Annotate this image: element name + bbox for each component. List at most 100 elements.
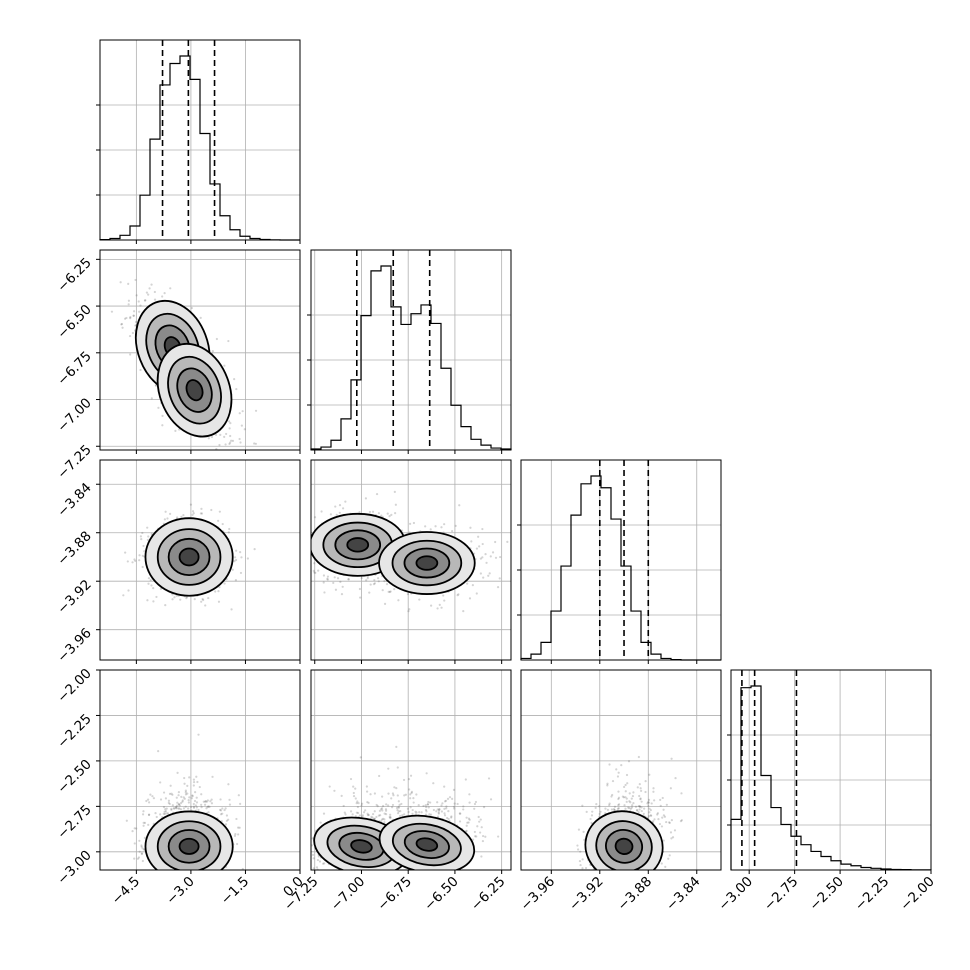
sample-point [198, 785, 201, 789]
sample-point [453, 802, 456, 805]
sample-point [387, 590, 390, 593]
sample-point [190, 805, 193, 809]
sample-point [364, 809, 367, 812]
sample-point [366, 577, 369, 580]
sample-point [425, 806, 428, 809]
sample-point [221, 807, 224, 810]
sample-point [425, 772, 428, 775]
sample-point [200, 806, 203, 809]
contour-line [176, 367, 213, 413]
sample-point [315, 866, 319, 869]
sample-point [155, 815, 158, 819]
sample-point [479, 831, 482, 834]
sample-point [124, 551, 127, 554]
sample-point [378, 774, 381, 778]
sample-point [615, 768, 618, 771]
sample-point [410, 790, 414, 793]
sample-point [440, 606, 443, 609]
sample-point [188, 796, 191, 799]
sample-point [478, 820, 481, 823]
sample-point [164, 604, 167, 607]
sample-point [233, 560, 236, 563]
sample-point [383, 821, 386, 824]
sample-point [489, 555, 492, 558]
panel-frame [99, 459, 301, 661]
sample-point [227, 783, 230, 786]
sample-point [199, 512, 202, 515]
sample-point [246, 557, 249, 560]
sample-point [195, 801, 199, 804]
pair-panel-content [122, 503, 256, 611]
sample-point [223, 364, 226, 367]
density-fill [179, 548, 199, 566]
sample-point [395, 806, 399, 810]
sample-point [150, 532, 153, 535]
sample-point [202, 800, 205, 803]
sample-point [487, 777, 491, 780]
sample-point [197, 808, 200, 812]
sample-point [208, 805, 211, 808]
contour-line [346, 537, 370, 553]
sample-point [414, 810, 417, 813]
contour-line [391, 539, 463, 587]
sample-point [341, 585, 344, 588]
sample-point [373, 810, 376, 813]
sample-point [371, 812, 375, 816]
sample-point [375, 815, 378, 819]
sample-point [447, 817, 450, 821]
sample-point [371, 510, 375, 513]
sample-point [474, 835, 477, 838]
panel-frame [99, 39, 301, 241]
sample-point [230, 439, 233, 442]
sample-point [364, 497, 368, 500]
sample-point [355, 811, 359, 814]
sample-point [434, 525, 437, 528]
sample-point [487, 574, 490, 577]
sample-point [193, 598, 196, 601]
sample-point [161, 414, 164, 418]
sample-point [166, 812, 170, 815]
sample-point [185, 597, 188, 600]
sample-point [182, 807, 185, 810]
sample-point [467, 821, 470, 824]
sample-point [197, 733, 200, 736]
sample-point [204, 800, 207, 803]
sample-point [131, 830, 134, 833]
sample-point [126, 560, 129, 563]
sample-point [146, 798, 150, 801]
sample-point [119, 281, 122, 284]
sample-point [143, 836, 146, 840]
sample-point [177, 803, 181, 806]
sample-point [234, 832, 237, 836]
panel-frame [99, 249, 301, 451]
contour-line [167, 829, 211, 864]
sample-point [335, 513, 338, 517]
sample-point [163, 292, 166, 295]
sample-point [429, 528, 432, 531]
sample-point [437, 812, 440, 815]
sample-point [133, 857, 136, 860]
contour-line [144, 810, 234, 870]
sample-point [647, 798, 651, 801]
sample-point [426, 803, 429, 806]
sample-point [453, 807, 456, 810]
pair-panel [96, 669, 301, 874]
sample-point [367, 813, 370, 817]
sample-point [163, 518, 166, 521]
sample-point [407, 610, 410, 613]
sample-point [417, 804, 420, 807]
sample-point [200, 512, 204, 515]
sample-point [497, 835, 500, 838]
sample-point [169, 287, 172, 290]
pair-panel [310, 669, 512, 874]
sample-point [149, 578, 152, 582]
sample-point [394, 503, 397, 506]
sample-point [358, 814, 362, 817]
sample-point [366, 814, 370, 817]
sample-point [332, 581, 335, 585]
density-fill [416, 838, 438, 851]
sample-point [397, 800, 400, 803]
sample-point [639, 787, 642, 790]
sample-point [661, 816, 664, 819]
sample-point [408, 788, 411, 791]
